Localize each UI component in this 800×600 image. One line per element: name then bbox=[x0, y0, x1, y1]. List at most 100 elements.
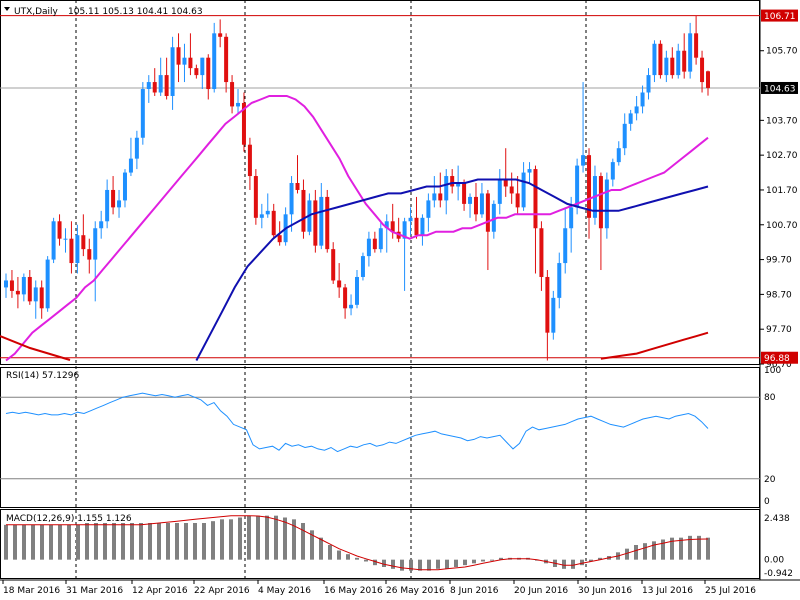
candle-body bbox=[236, 102, 241, 107]
candle-body bbox=[164, 75, 169, 96]
candle-body bbox=[527, 169, 532, 173]
candle-body bbox=[81, 235, 86, 250]
candle-body bbox=[105, 189, 110, 222]
candle-body bbox=[640, 92, 645, 107]
candle-body bbox=[491, 203, 496, 232]
macd-histogram-bar bbox=[256, 515, 260, 560]
candle-body bbox=[69, 238, 74, 264]
time-tick-label: 20 Jun 2016 bbox=[514, 586, 568, 596]
time-tick-label: 26 May 2016 bbox=[386, 586, 445, 596]
macd-histogram-bar bbox=[454, 559, 458, 567]
candle-body bbox=[253, 176, 258, 218]
macd-histogram-bar bbox=[319, 537, 323, 560]
candle-body bbox=[456, 183, 461, 187]
price-panel[interactable] bbox=[0, 0, 760, 365]
candle-body bbox=[700, 57, 705, 83]
macd-histogram-bar bbox=[67, 524, 71, 560]
price-tick-label: 96.70 bbox=[766, 360, 792, 370]
candle-body bbox=[473, 196, 478, 215]
candle-body bbox=[289, 183, 294, 215]
macd-histogram-bar bbox=[652, 541, 656, 560]
candle-body bbox=[212, 33, 217, 90]
time-tick-label: 13 Jul 2016 bbox=[642, 586, 693, 596]
candle-body bbox=[402, 221, 407, 239]
rsi-tick-label: 20 bbox=[764, 475, 776, 485]
price-tick-label: 103.70 bbox=[766, 116, 798, 126]
candle-body bbox=[21, 276, 26, 295]
candle-body bbox=[15, 290, 20, 295]
macd-histogram-bar bbox=[436, 559, 440, 569]
candle-body bbox=[170, 47, 175, 96]
candle-body bbox=[598, 176, 603, 229]
macd-histogram-bar bbox=[373, 559, 377, 566]
macd-histogram-bar bbox=[481, 559, 485, 562]
price-tick-label: 98.70 bbox=[766, 290, 792, 300]
macd-histogram-bar bbox=[382, 559, 386, 567]
time-tick-label: 12 Apr 2016 bbox=[132, 586, 188, 596]
macd-histogram-bar bbox=[202, 523, 206, 560]
macd-histogram-bar bbox=[589, 559, 593, 562]
macd-histogram-bar bbox=[274, 515, 278, 560]
time-tick-label: 30 Jun 2016 bbox=[578, 586, 632, 596]
macd-histogram-bar bbox=[661, 539, 665, 560]
candle-body bbox=[682, 50, 687, 72]
candle-body bbox=[622, 123, 627, 149]
macd-histogram-bar bbox=[58, 524, 62, 560]
dropdown-arrow-icon[interactable] bbox=[4, 7, 10, 11]
macd-histogram-bar bbox=[211, 521, 215, 560]
macd-histogram-bar bbox=[391, 559, 395, 569]
macd-histogram-bar bbox=[337, 550, 341, 560]
macd-histogram-bar bbox=[85, 523, 89, 560]
candle-body bbox=[51, 221, 56, 260]
macd-histogram-bar bbox=[580, 559, 584, 566]
macd-histogram-bar bbox=[625, 548, 629, 560]
macd-histogram-bar bbox=[112, 523, 116, 560]
candle-body bbox=[224, 36, 229, 83]
candlesticks[interactable] bbox=[4, 15, 710, 361]
macd-histogram-bar bbox=[130, 523, 134, 560]
macd-histogram-bar bbox=[670, 537, 674, 560]
candle-body bbox=[218, 33, 223, 37]
macd-histogram-bar bbox=[283, 517, 287, 560]
price-tick-label: 101.70 bbox=[766, 186, 798, 196]
macd-histogram-bar bbox=[229, 519, 233, 560]
low-level-label: 96.88 bbox=[764, 354, 790, 364]
candle-body bbox=[27, 276, 32, 302]
candle-body bbox=[265, 210, 270, 215]
rsi-indicator: 100 80 20 0 bbox=[0, 366, 781, 507]
macd-histogram-bar bbox=[4, 524, 8, 560]
rsi-tick-label: 80 bbox=[764, 393, 776, 403]
time-tick-label: 22 Apr 2016 bbox=[194, 586, 250, 596]
candle-body bbox=[319, 196, 324, 246]
macd-histogram-bar bbox=[697, 535, 701, 560]
candle-body bbox=[271, 210, 276, 236]
candle-body bbox=[360, 256, 365, 277]
time-tick-label: 16 May 2016 bbox=[324, 586, 383, 596]
time-tick-label: 18 Mar 2016 bbox=[3, 586, 60, 596]
rsi-label: RSI(14) 57.1296 bbox=[6, 371, 79, 381]
candle-body bbox=[462, 183, 467, 204]
candle-body bbox=[664, 57, 669, 76]
ma-mid-line bbox=[195, 178, 709, 361]
macd-histogram-bar bbox=[445, 559, 449, 569]
macd-histogram-bar bbox=[598, 557, 602, 560]
candle-body bbox=[658, 43, 663, 76]
high-level-label-box bbox=[761, 9, 798, 22]
macd-histogram-bar bbox=[571, 559, 575, 569]
rsi-panel[interactable] bbox=[0, 367, 760, 508]
current-price-label-box bbox=[761, 81, 798, 94]
candle-body bbox=[426, 200, 431, 218]
macd-histogram-bar bbox=[328, 545, 332, 560]
candle-body bbox=[384, 221, 389, 229]
candle-body bbox=[313, 200, 318, 246]
macd-histogram-bar bbox=[310, 530, 314, 560]
candle-body bbox=[420, 217, 425, 236]
rsi-tick-label: 100 bbox=[764, 366, 781, 376]
macd-histogram-bar bbox=[103, 523, 107, 560]
candle-body bbox=[634, 106, 639, 114]
candle-body bbox=[128, 158, 133, 173]
macd-histogram-bar bbox=[265, 515, 269, 560]
candle-body bbox=[408, 217, 413, 222]
macd-panel[interactable] bbox=[0, 509, 760, 579]
